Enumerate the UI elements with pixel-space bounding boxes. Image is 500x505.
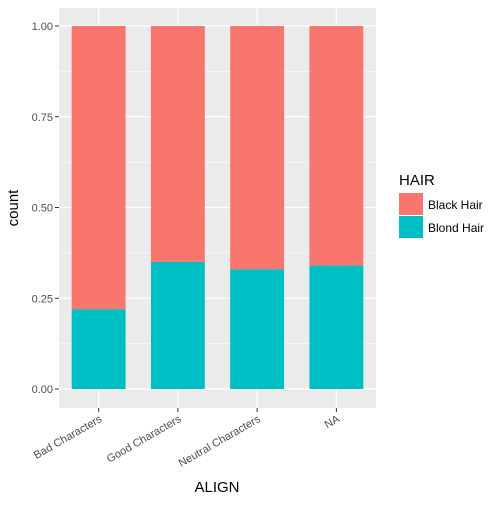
x-axis-label: ALIGN	[194, 479, 239, 496]
y-tick-label: 0.25	[32, 293, 53, 305]
bar-blond-hair-good-characters	[151, 262, 205, 389]
legend: HAIR Black Hair Blond Hair	[399, 172, 484, 238]
legend-title: HAIR	[399, 172, 435, 189]
y-tick-label: 0.00	[32, 384, 53, 396]
y-axis-label: count	[5, 189, 22, 227]
legend-label-black-hair: Black Hair	[428, 198, 483, 212]
legend-key-black-hair	[399, 193, 423, 215]
bar-black-hair-bad-characters	[72, 26, 126, 309]
x-tick-label: NA	[323, 413, 343, 431]
legend-key-blond-hair	[399, 216, 423, 238]
bar-blond-hair-neutral-characters	[230, 269, 284, 389]
bar-black-hair-good-characters	[151, 26, 205, 262]
x-tick-label: Good Characters	[105, 413, 184, 466]
y-tick-label: 0.50	[32, 203, 53, 215]
y-tick-label: 1.00	[32, 21, 53, 33]
y-tick-label: 0.75	[32, 112, 53, 124]
bar-blond-hair-bad-characters	[72, 309, 126, 389]
x-tick-label: Bad Characters	[32, 413, 105, 462]
bar-black-hair-na	[309, 26, 363, 266]
x-tick-label: Neutral Characters	[177, 413, 263, 470]
legend-label-blond-hair: Blond Hair	[428, 221, 484, 235]
bar-black-hair-neutral-characters	[230, 26, 284, 269]
bar-blond-hair-na	[309, 266, 363, 389]
